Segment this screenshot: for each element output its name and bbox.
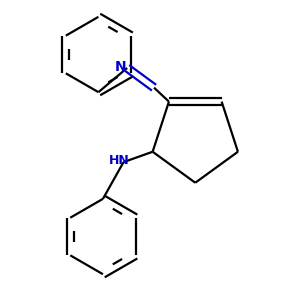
Text: HN: HN [109,154,129,167]
Text: N: N [115,60,127,74]
